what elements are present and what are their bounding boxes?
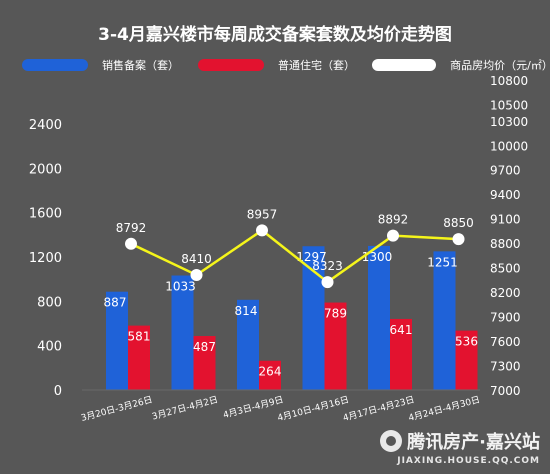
- y-right-tick-label: 10300: [490, 115, 528, 129]
- y-left-tick-label: 800: [37, 295, 62, 310]
- bar-residential-value-label: 536: [455, 335, 478, 349]
- price-point: [452, 233, 465, 246]
- y-right-tick-label: 10800: [490, 74, 528, 88]
- legend-item-price: 商品房均价（元/㎡）: [372, 56, 550, 74]
- y-left-tick-label: 1200: [29, 251, 62, 266]
- bar-sales-value-label: 1300: [362, 250, 393, 264]
- price-value-label: 8410: [181, 252, 212, 266]
- bar-residential: [128, 325, 150, 390]
- legend-label-sales: 销售备案（套）: [102, 59, 179, 72]
- bar-residential-value-label: 581: [128, 330, 151, 344]
- y-right-tick-label: 9400: [490, 188, 521, 202]
- y-right-tick-label: 10000: [490, 139, 528, 153]
- watermark-brand: 腾讯房产·嘉兴站: [407, 432, 540, 453]
- series-line-price: [130, 228, 459, 284]
- bar-residential: [259, 360, 281, 390]
- bar-sales: [433, 251, 456, 390]
- y-left-tick-label: 400: [37, 340, 62, 355]
- bar-residential: [455, 330, 478, 390]
- tencent-logo-icon: [380, 430, 403, 452]
- legend-label-price: 商品房均价（元/㎡）: [450, 59, 550, 72]
- y-right-tick-label: 9100: [490, 213, 521, 227]
- x-tick-label: 3月27日-4月2日: [151, 394, 219, 422]
- y-right-tick-label: 7000: [490, 384, 521, 398]
- bar-sales: [302, 246, 325, 390]
- bar-sales: [171, 275, 194, 390]
- x-tick-label: 3月20日-3月26日: [80, 394, 154, 424]
- bar-sales-value-label: 814: [235, 304, 258, 318]
- x-tick-label: 4月17日-4月23日: [342, 394, 416, 424]
- legend-swatch-sales: [22, 59, 88, 71]
- y-right-tick-label: 8200: [490, 286, 521, 300]
- chart-title: 3-4月嘉兴楼市每周成交备案套数及均价走势图: [98, 25, 452, 45]
- bar-residential-value-label: 789: [324, 307, 347, 321]
- x-tick-label: 4月10日-4月16日: [276, 394, 350, 424]
- watermark: 腾讯房产·嘉兴站 JIAXING.HOUSE.QQ.COM: [380, 428, 540, 466]
- bar-sales: [237, 299, 259, 390]
- price-value-label: 8957: [247, 207, 278, 221]
- bar-sales-value-label: 1297: [296, 250, 327, 264]
- bar-residential-value-label: 487: [193, 340, 216, 354]
- bar-residential: [390, 318, 412, 390]
- x-tick-label: 4月3日-4月9日: [222, 394, 285, 421]
- price-value-label: 8323: [312, 259, 343, 273]
- bar-residential: [193, 336, 216, 390]
- bar-sales-value-label: 887: [104, 296, 127, 310]
- legend-item-residential: 普通住宅（套）: [198, 56, 355, 74]
- bar-sales-value-label: 1033: [165, 280, 196, 294]
- y-left-tick-label: 2000: [29, 162, 62, 177]
- legend-item-sales: 销售备案（套）: [22, 56, 179, 74]
- bar-sales-value-label: 1251: [427, 255, 458, 269]
- bar-residential-value-label: 641: [390, 323, 413, 337]
- watermark-url: JIAXING.HOUSE.QQ.COM: [397, 456, 540, 466]
- y-right-tick-label: 10500: [490, 98, 528, 112]
- legend-swatch-residential: [198, 59, 264, 71]
- price-point: [387, 229, 399, 242]
- price-point: [190, 268, 203, 281]
- x-tick-label: 4月24日-4月30日: [407, 394, 481, 424]
- legend-swatch-price: [372, 59, 437, 71]
- price-value-label: 8892: [378, 213, 409, 227]
- price-value-label: 8850: [443, 216, 474, 230]
- legend-label-residential: 普通住宅（套）: [278, 59, 355, 72]
- bar-sales: [368, 245, 390, 390]
- price-value-label: 8792: [116, 221, 147, 235]
- y-right-tick-label: 8800: [490, 237, 521, 251]
- price-point: [125, 237, 137, 250]
- bar-residential: [324, 302, 347, 390]
- y-right-tick-label: 7900: [490, 311, 521, 325]
- y-right-tick-label: 8500: [490, 262, 521, 276]
- y-right-tick-label: 9700: [490, 164, 521, 178]
- price-point: [321, 276, 334, 289]
- price-point: [256, 224, 268, 237]
- y-left-tick-label: 1600: [29, 207, 62, 222]
- y-left-tick-label: 0: [54, 384, 62, 399]
- y-left-tick-label: 2400: [29, 118, 62, 133]
- y-right-tick-label: 7300: [490, 360, 521, 374]
- bar-residential-value-label: 264: [259, 365, 282, 379]
- bar-sales: [106, 291, 128, 390]
- y-right-tick-label: 7600: [490, 335, 521, 349]
